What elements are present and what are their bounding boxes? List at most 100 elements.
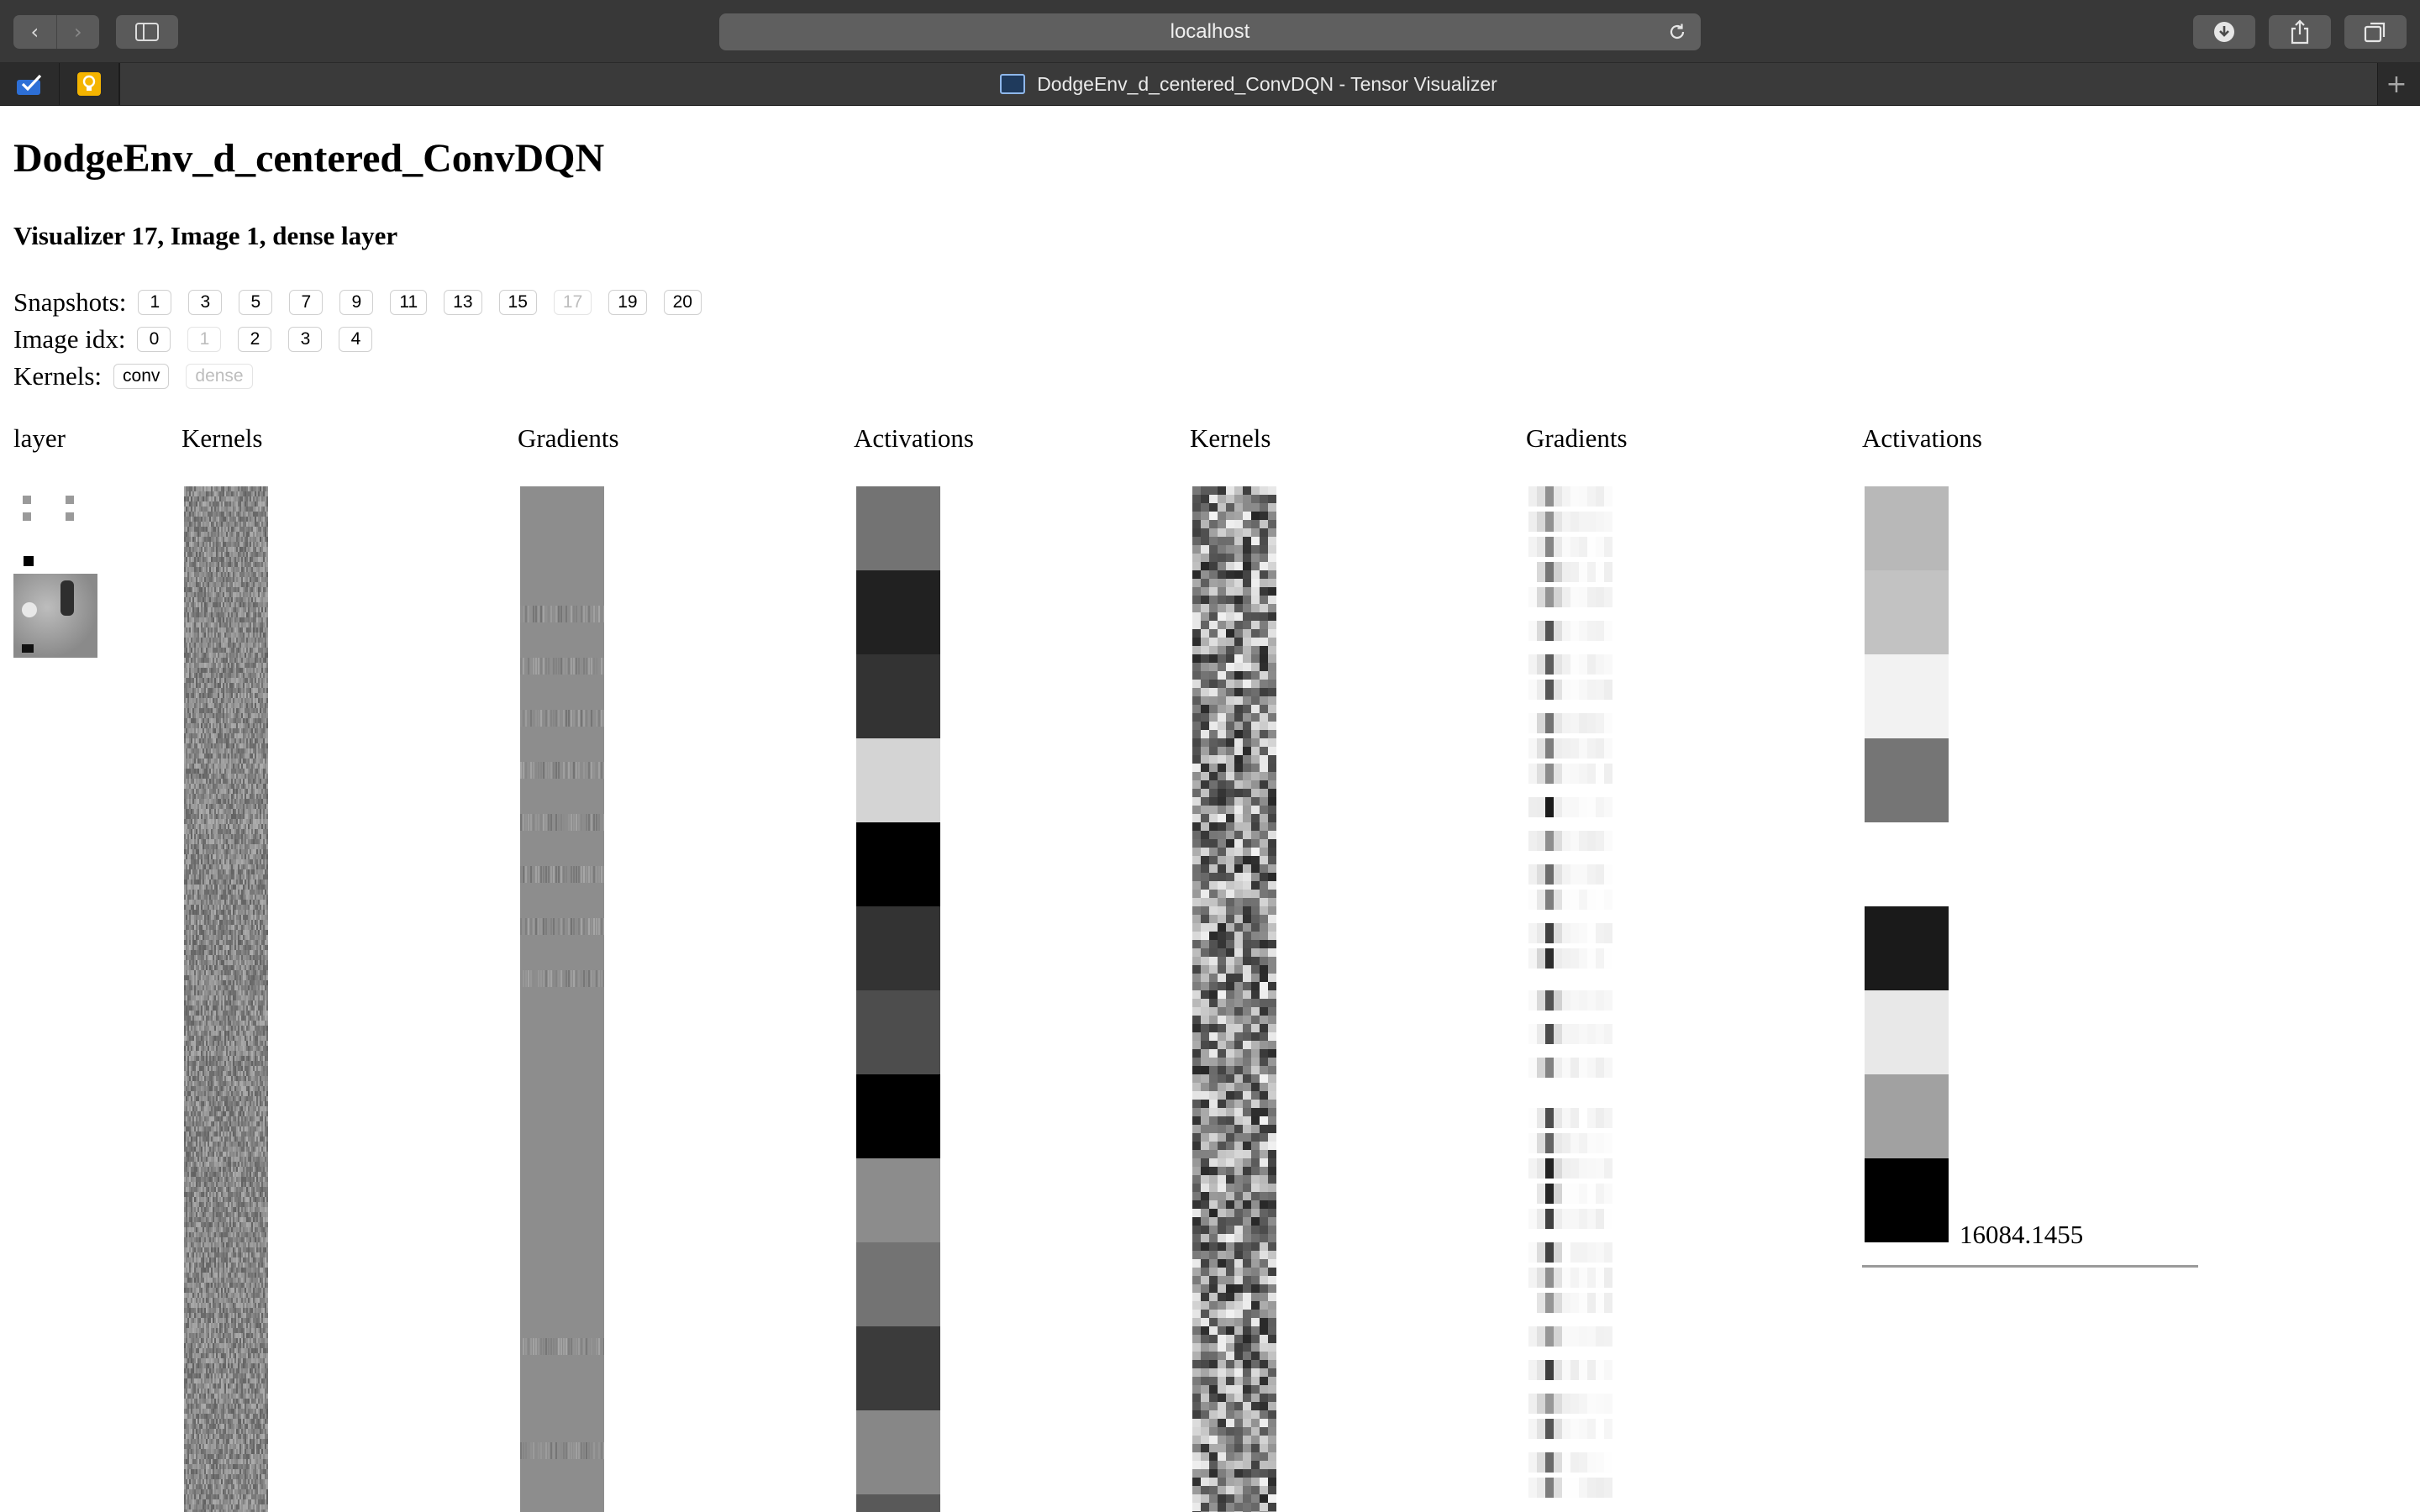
kernel-weight-cell <box>221 1409 223 1414</box>
kernel-weight-cell <box>211 970 213 975</box>
kernel-weight-cell <box>214 582 216 587</box>
kernel-weight-cell <box>192 496 194 501</box>
kernel-weight-cell <box>203 1167 204 1172</box>
sidebar-toggle-button[interactable] <box>116 15 178 49</box>
kernel-weight-cell <box>206 582 208 587</box>
kernel-weight-cell <box>187 1116 189 1121</box>
kernel-weight-cell <box>194 1434 196 1439</box>
snapshot-button-15[interactable]: 15 <box>498 290 537 315</box>
tab-overview-button[interactable] <box>2344 15 2407 49</box>
snapshot-button-1[interactable]: 1 <box>138 290 172 315</box>
kernel-weight-cell <box>189 713 191 718</box>
image-idx-button-0[interactable]: 0 <box>137 327 171 352</box>
kernel-weight-cell <box>221 607 223 612</box>
kernel-weight-cell <box>187 980 189 985</box>
kernel-weight-cell <box>218 1071 219 1076</box>
share-button[interactable] <box>2269 15 2331 49</box>
kernel-weight-cell <box>208 769 209 774</box>
kernel-weight-cell <box>209 507 211 512</box>
image-idx-button-3[interactable]: 3 <box>288 327 323 352</box>
kernel-weight-cell <box>189 829 191 834</box>
kernel-weight-cell <box>223 1031 224 1036</box>
kernel-weight-cell <box>186 1041 187 1046</box>
kernel-weight-cell <box>206 607 208 612</box>
snapshot-button-17[interactable]: 17 <box>553 290 592 315</box>
kernel-weight-cell <box>196 900 197 905</box>
kernel-weight-cell <box>197 607 199 612</box>
pinned-tab-notes[interactable] <box>60 63 119 105</box>
kernel-weight-cell <box>219 1106 221 1111</box>
kernel-weight-cell <box>204 633 206 638</box>
kernel-weight-cell <box>196 1383 197 1389</box>
kernel-weight-cell <box>187 985 189 990</box>
kernel-weight-cell <box>184 1111 186 1116</box>
kernel-weight-cell <box>213 885 214 890</box>
kernel-weight-cell <box>191 542 192 547</box>
kernel-weight-cell <box>213 587 214 592</box>
kernel-weight-cell <box>196 834 197 839</box>
snapshot-button-9[interactable]: 9 <box>339 290 374 315</box>
snapshot-button-5[interactable]: 5 <box>239 290 273 315</box>
image-idx-button-4[interactable]: 4 <box>339 327 373 352</box>
kernel-weight-cell <box>199 522 201 527</box>
kernel-weight-cell <box>216 1016 218 1021</box>
reload-button[interactable] <box>1665 20 1689 44</box>
kernel-weight-cell <box>213 779 214 784</box>
kernel-weight-cell <box>186 1081 187 1086</box>
image-idx-button-1[interactable]: 1 <box>187 327 222 352</box>
kernel-weight-cell <box>216 1499 218 1504</box>
pinned-tab-inbox[interactable] <box>0 63 60 105</box>
snapshot-button-13[interactable]: 13 <box>444 290 482 315</box>
kernel-weight-cell <box>213 829 214 834</box>
back-button[interactable]: ‹ <box>30 20 39 44</box>
kernel-weight-cell <box>211 814 213 819</box>
kernel-weight-cell <box>194 1303 196 1308</box>
kernel-weight-cell <box>221 1353 223 1358</box>
address-bar[interactable]: localhost <box>719 13 1701 50</box>
forward-button[interactable]: › <box>55 15 100 49</box>
kernel-weight-cell <box>187 1101 189 1106</box>
kernel-weight-cell <box>199 748 201 753</box>
kernel-weight-cell <box>189 1504 191 1509</box>
kernel-weight-cell <box>189 1399 191 1404</box>
kernel-weight-cell <box>223 764 224 769</box>
active-tab[interactable]: DodgeEnv_d_centered_ConvDQN - Tensor Vis… <box>119 63 2378 105</box>
new-tab-button[interactable]: + <box>2386 69 2407 99</box>
kernel-weight-cell <box>197 522 199 527</box>
kernel-weight-cell <box>219 1242 221 1247</box>
kernel-weight-cell <box>209 844 211 849</box>
snapshot-button-11[interactable]: 11 <box>390 290 428 315</box>
kernel-weight-cell <box>189 1313 191 1318</box>
kernel-weight-cell <box>203 995 204 1000</box>
kernel-type-button-conv[interactable]: conv <box>113 364 170 389</box>
snapshot-button-7[interactable]: 7 <box>289 290 324 315</box>
kernel-weight-cell <box>187 718 189 723</box>
kernel-weight-cell <box>194 764 196 769</box>
kernel-weight-cell <box>223 512 224 517</box>
kernel-weight-cell <box>194 769 196 774</box>
kernel-weight-cell <box>187 522 189 527</box>
kernel-weight-cell <box>203 1399 204 1404</box>
kernel-weight-cell <box>197 1005 199 1011</box>
kernel-type-button-dense[interactable]: dense <box>186 364 253 389</box>
kernel-weight-cell <box>219 522 221 527</box>
kernel-weight-cell <box>211 1464 213 1469</box>
kernel-weight-cell <box>187 617 189 622</box>
kernel-weight-cell <box>184 1247 186 1252</box>
downloads-button[interactable] <box>2193 15 2255 49</box>
kernel-weight-cell <box>208 895 209 900</box>
kernel-weight-cell <box>187 1479 189 1484</box>
snapshot-button-20[interactable]: 20 <box>663 290 702 315</box>
kernel-weight-cell <box>196 1000 197 1005</box>
kernel-weight-cell <box>218 879 219 885</box>
kernel-weight-cell <box>194 940 196 945</box>
kernel-weight-cell <box>189 592 191 597</box>
kernel-weight-cell <box>206 1066 208 1071</box>
kernel-weight-cell <box>196 1242 197 1247</box>
kernel-weight-cell <box>208 1419 209 1424</box>
snapshot-button-19[interactable]: 19 <box>608 290 647 315</box>
kernel-weight-cell <box>191 1252 192 1257</box>
image-idx-button-2[interactable]: 2 <box>238 327 272 352</box>
snapshot-button-3[interactable]: 3 <box>188 290 223 315</box>
kernel-weight-cell <box>223 668 224 673</box>
